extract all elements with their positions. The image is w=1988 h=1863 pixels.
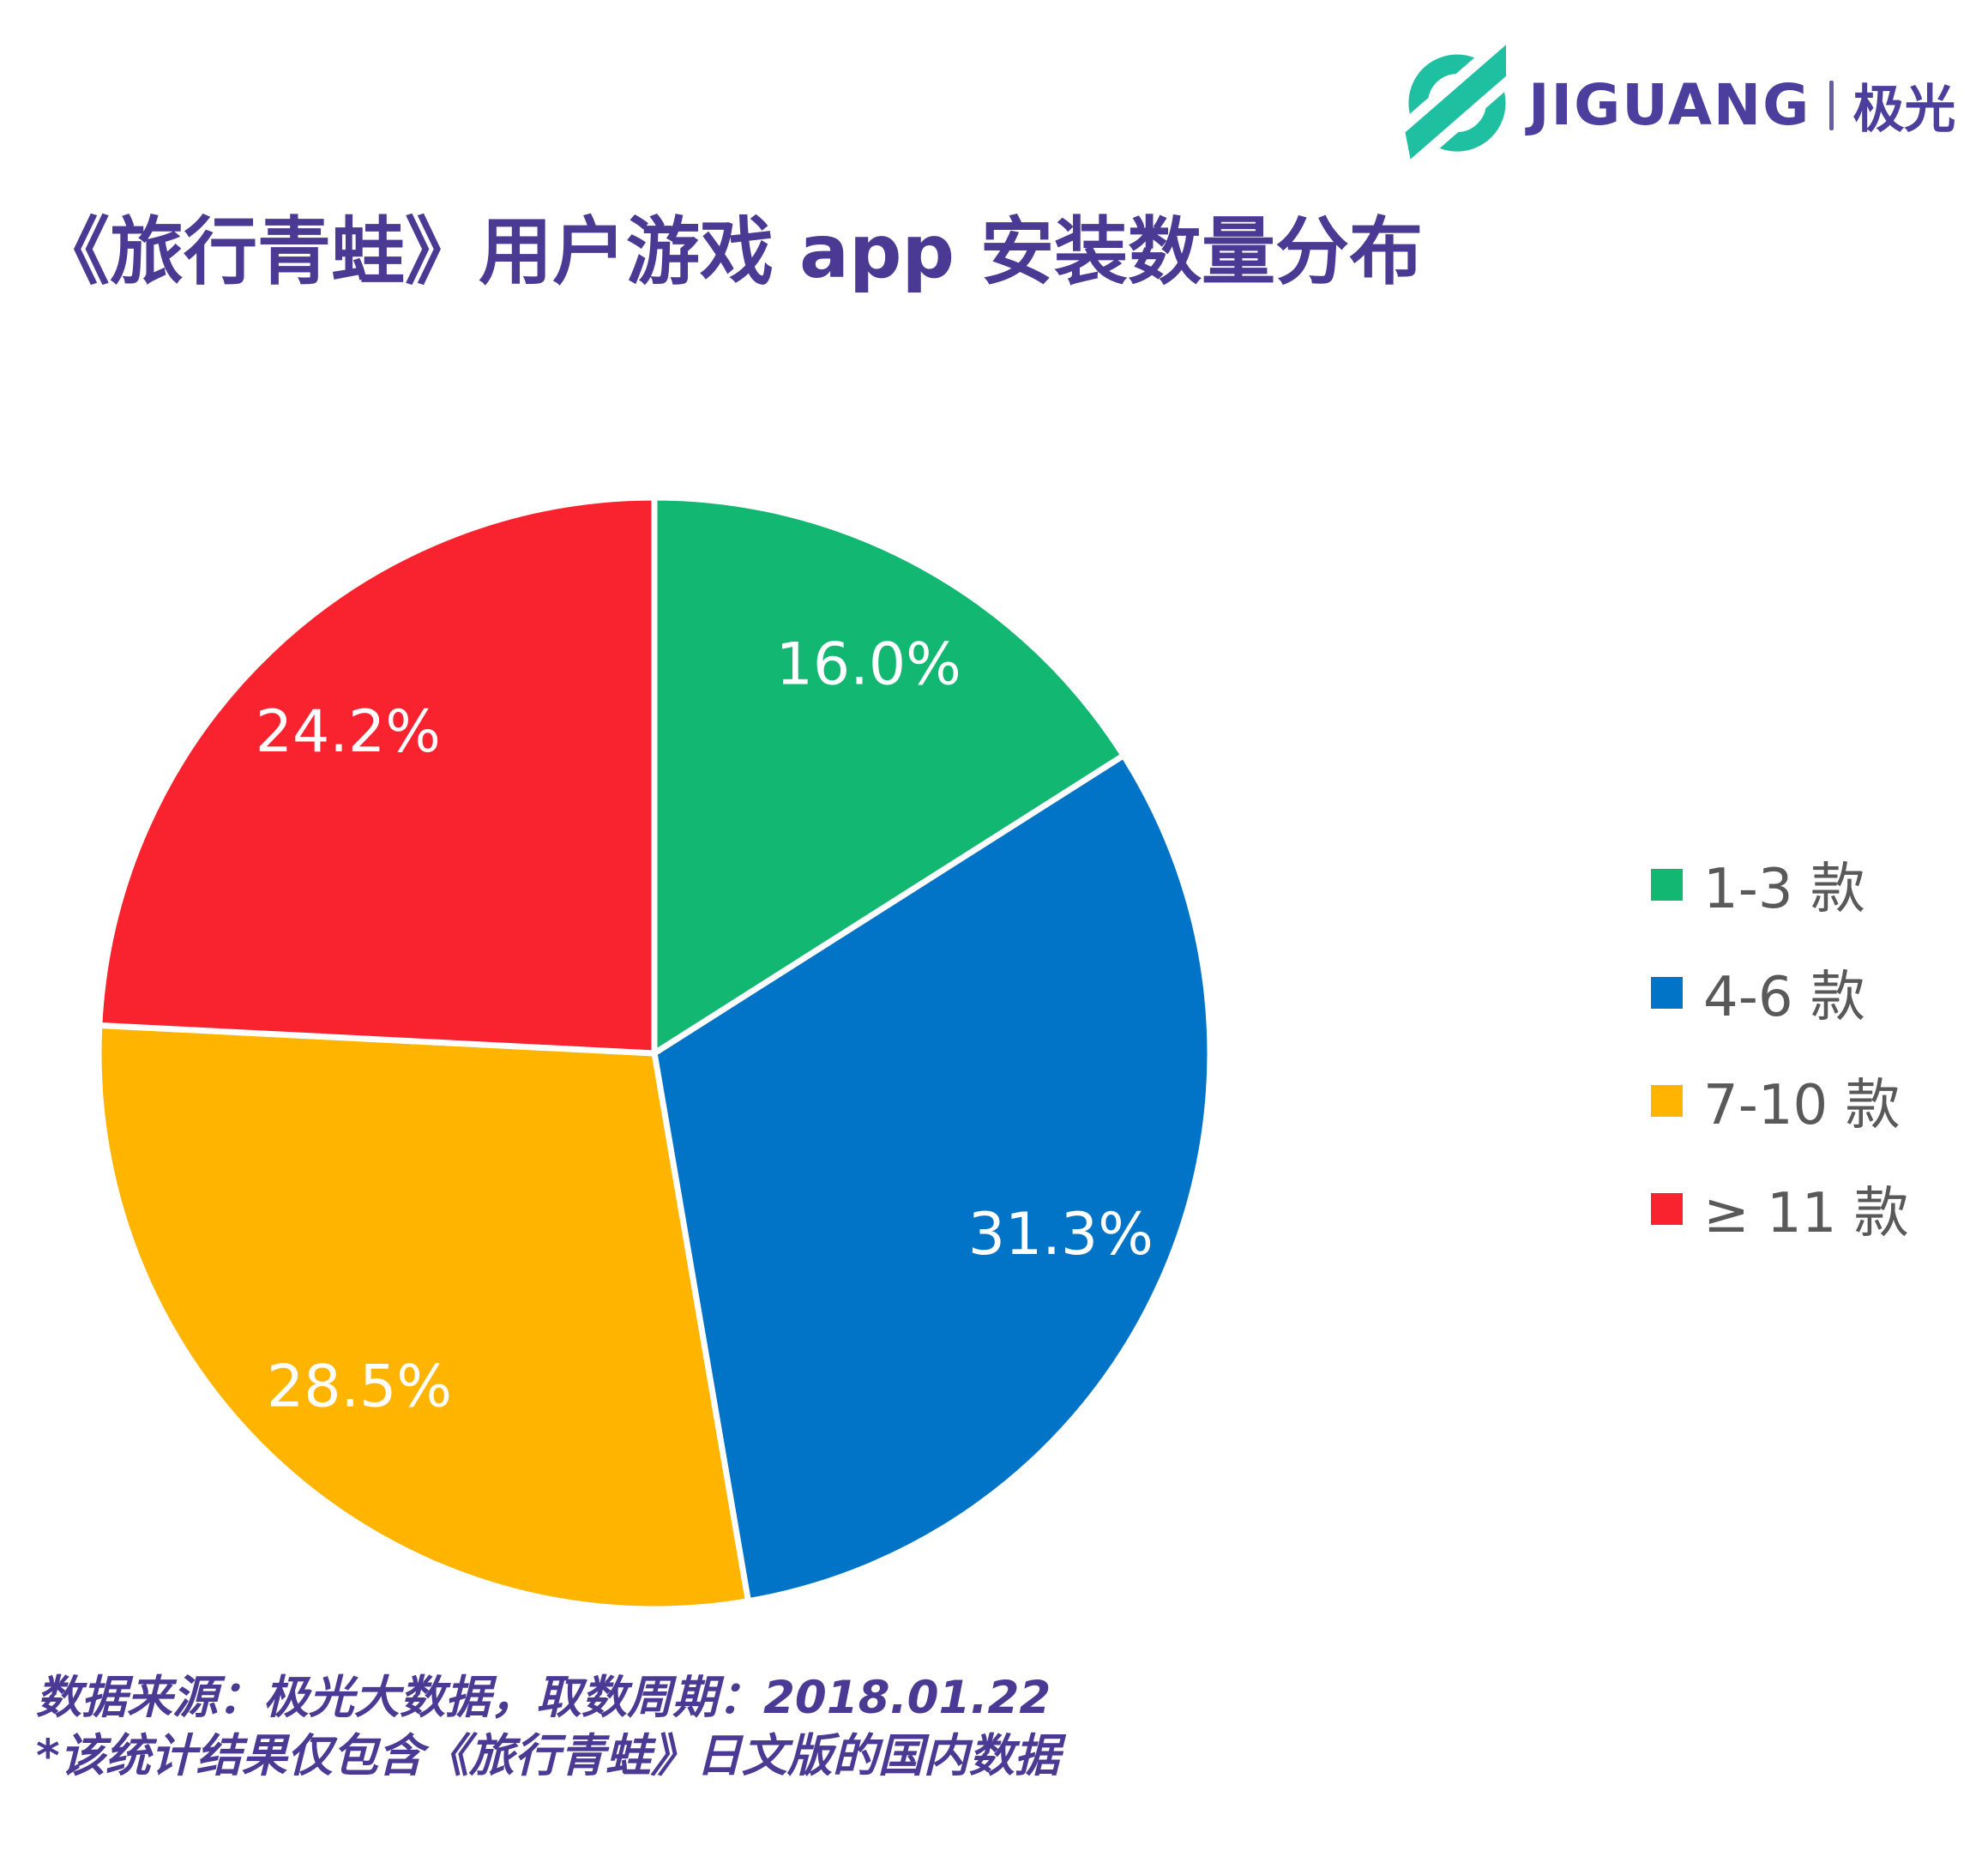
brand-wordmark: JIGUANG xyxy=(1528,72,1811,138)
brand-logo: JIGUANG 极光 xyxy=(1405,43,1955,167)
pie-slice-1 xyxy=(651,752,1214,1605)
pie-label: 31.3% xyxy=(968,1201,1154,1269)
pie-label: 16.0% xyxy=(776,631,961,699)
brand-separator xyxy=(1829,80,1834,130)
legend-label: 7-10 款 xyxy=(1703,1074,1901,1137)
chart-legend: 1-3 款 4-6 款 7-10 款 ≥ 11 款 xyxy=(1651,856,1909,1288)
pie-label: 24.2% xyxy=(256,698,441,766)
legend-item: ≥ 11 款 xyxy=(1651,1180,1909,1245)
legend-swatch xyxy=(1651,976,1683,1009)
legend-swatch xyxy=(1651,1084,1683,1117)
page-title: 《旅行青蛙》用户游戏 app 安装数量分布 xyxy=(36,209,1424,295)
pie-slice-2 xyxy=(95,1022,751,1613)
scope-line: *该统计结果仅包含《旅行青蛙》日文版的国内数据 xyxy=(36,1730,1060,1782)
legend-item: 7-10 款 xyxy=(1651,1072,1909,1137)
legend-label: ≥ 11 款 xyxy=(1703,1182,1909,1245)
brand-cjk-name: 极光 xyxy=(1852,80,1956,140)
source-line: 数据来源：极光大数据，取数周期：2018.01.22 xyxy=(36,1672,1051,1724)
legend-item: 1-3 款 xyxy=(1651,856,1909,921)
legend-swatch xyxy=(1651,1192,1683,1225)
legend-swatch xyxy=(1651,868,1683,901)
pie-chart: 16.0% 31.3% 28.5% 24.2% xyxy=(95,494,1214,1613)
legend-item: 4-6 款 xyxy=(1651,964,1909,1029)
data-source-note: 数据来源：极光大数据，取数周期：2018.01.22 *该统计结果仅包含《旅行青… xyxy=(36,1669,1923,1786)
pie-slice-0 xyxy=(651,494,1127,1057)
legend-label: 4-6 款 xyxy=(1703,966,1865,1029)
legend-label: 1-3 款 xyxy=(1703,858,1865,921)
pie-label: 28.5% xyxy=(267,1354,452,1421)
pie-slice-3 xyxy=(96,494,658,1057)
jiguang-logo-icon xyxy=(1405,43,1506,167)
